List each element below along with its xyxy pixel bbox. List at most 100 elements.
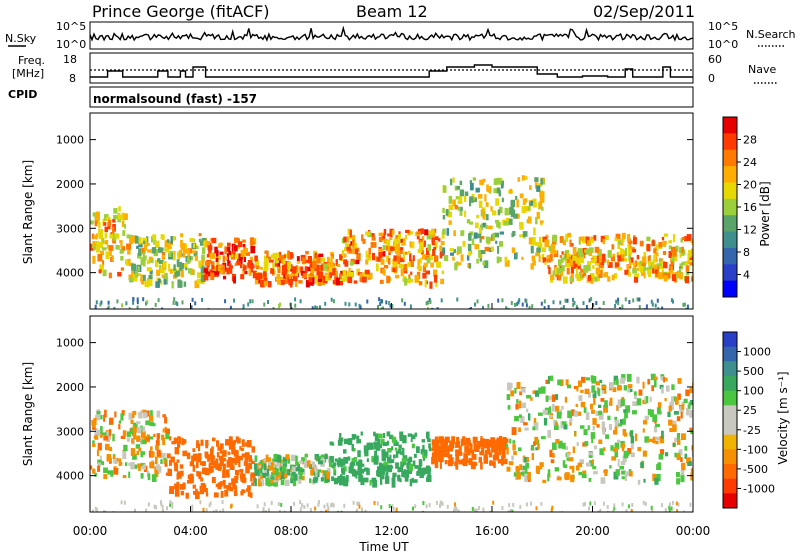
velocity-cell — [691, 474, 693, 480]
power-cell — [263, 261, 267, 267]
power-cell — [482, 305, 484, 309]
velocity-cell — [167, 468, 172, 476]
power-cell — [220, 267, 225, 271]
power-cell — [106, 239, 109, 245]
velocity-cell — [262, 479, 265, 486]
velocity-cell — [166, 453, 171, 459]
power-cell — [582, 301, 585, 306]
power-cell — [132, 300, 135, 305]
power-cell — [617, 301, 620, 306]
power-cell — [290, 273, 295, 278]
velocity-cell — [204, 467, 209, 475]
power-cell — [224, 246, 227, 255]
power-cell — [395, 235, 399, 240]
power-cell — [643, 252, 647, 257]
velocity-cell — [634, 394, 637, 400]
power-cell — [559, 300, 562, 305]
velocity-cell — [249, 455, 252, 460]
velocity-cell — [191, 507, 194, 512]
power-cell — [115, 244, 120, 250]
power-cell — [560, 307, 563, 309]
power-cell — [90, 220, 94, 225]
velocity-cell — [316, 457, 321, 461]
velocity-cell — [404, 476, 409, 482]
velocity-cell — [572, 446, 576, 454]
power-cell — [624, 258, 628, 262]
velocity-cell — [355, 470, 358, 479]
velocity-cell — [320, 510, 323, 512]
velocity-cell — [677, 502, 680, 507]
power-cell — [622, 232, 626, 240]
power-cell — [454, 262, 458, 271]
power-cell — [642, 256, 647, 265]
power-cell — [283, 274, 286, 279]
velocity-cell — [555, 422, 559, 427]
power-cell — [330, 297, 333, 302]
power-cell — [365, 259, 369, 265]
power-cell — [278, 251, 282, 258]
power-cell — [131, 263, 136, 271]
power-cell — [386, 255, 390, 263]
power-cell — [654, 269, 658, 274]
velocity-cell — [281, 460, 284, 467]
power-cell — [636, 273, 640, 277]
power-cell — [590, 272, 595, 278]
velocity-cell — [676, 453, 681, 461]
velocity-cell — [680, 457, 683, 463]
velocity-cell — [644, 501, 647, 506]
power-cell — [142, 251, 145, 258]
velocity-cell — [331, 476, 335, 481]
power-cell — [234, 262, 237, 266]
velocity-cell — [391, 477, 395, 482]
velocity-cell — [603, 404, 608, 413]
noise-right-tick-bottom: 10^0 — [708, 38, 738, 51]
velocity-cell — [200, 477, 204, 482]
velocity-cell — [399, 451, 404, 455]
power-cell — [268, 256, 271, 261]
power-cell — [250, 245, 256, 254]
power-cell — [521, 206, 527, 213]
velocity-cell — [96, 411, 101, 415]
power-cell — [425, 270, 430, 275]
velocity-cell — [176, 459, 180, 463]
power-colorbar-segment — [723, 198, 737, 216]
power-cell — [407, 279, 411, 284]
power-cell — [347, 276, 353, 284]
power-cell — [519, 222, 524, 230]
power-cell — [564, 298, 567, 303]
power-colorbar-segment — [723, 182, 737, 200]
power-cell — [498, 206, 503, 214]
power-cell — [544, 261, 547, 266]
velocity-cell — [671, 420, 677, 427]
velocity-cell — [112, 433, 115, 442]
power-cell — [91, 233, 95, 240]
velocity-cell — [342, 466, 347, 472]
power-cell — [442, 214, 446, 220]
power-cell — [254, 255, 258, 262]
power-cell — [129, 234, 133, 240]
power-cell — [679, 268, 682, 273]
velocity-cell — [598, 388, 601, 397]
velocity-cell — [283, 510, 286, 512]
velocity-ytick-label: 4000 — [56, 470, 84, 483]
velocity-cell — [94, 430, 100, 435]
velocity-cell — [140, 437, 143, 445]
power-cell — [316, 306, 319, 309]
power-cell — [385, 300, 388, 305]
power-cell — [229, 267, 233, 274]
velocity-cell — [169, 436, 172, 441]
power-cell — [409, 304, 412, 309]
power-cell — [470, 307, 472, 309]
velocity-cell — [347, 456, 351, 461]
power-cell — [485, 224, 488, 229]
velocity-cell — [547, 469, 551, 477]
power-cell — [389, 246, 395, 251]
velocity-cell — [520, 471, 525, 476]
power-colorbar-segment — [723, 231, 737, 249]
power-cell — [249, 241, 255, 246]
power-cell — [656, 263, 662, 267]
power-cell — [514, 302, 516, 307]
velocity-cell — [92, 443, 96, 447]
velocity-cell — [245, 465, 250, 474]
